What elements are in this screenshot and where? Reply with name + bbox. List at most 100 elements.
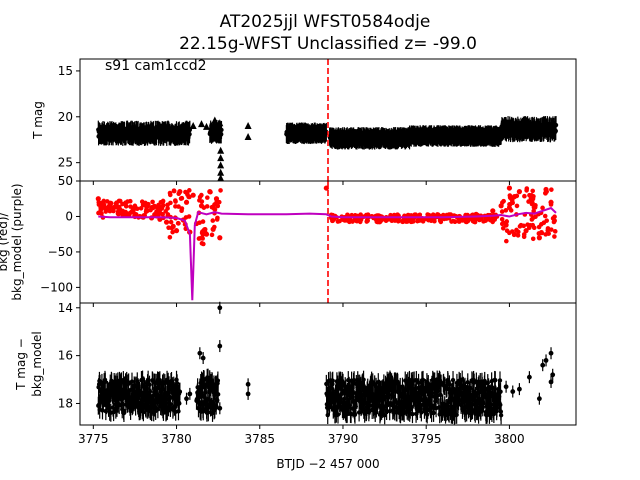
- mid-bkg-point: [176, 221, 181, 226]
- bot-point: [351, 377, 357, 383]
- mid-bkg-point: [481, 219, 486, 224]
- mid-bkg-point: [160, 212, 165, 217]
- mid-bkg-point: [540, 205, 545, 211]
- bot-data-points: [96, 301, 556, 425]
- top-triangle-point: [244, 121, 252, 129]
- mid-bkg-point: [108, 204, 114, 210]
- chart-title-line1: AT2025jjl WFST0584odje: [220, 12, 431, 32]
- mid-bkg-point: [201, 205, 207, 210]
- bot-point: [126, 380, 131, 385]
- panel-top-magnitude: s91 cam1ccd2 15 20 25 T mag: [31, 58, 577, 185]
- mid-bkg-point: [156, 202, 161, 208]
- mid-bkg-point: [552, 218, 557, 224]
- mid-bkg-point: [530, 236, 536, 242]
- bot-point: [215, 378, 221, 383]
- mid-bkg-point: [123, 200, 128, 205]
- bot-point: [141, 410, 146, 415]
- bot-point: [129, 379, 135, 384]
- mid-bkg-point: [542, 213, 548, 219]
- mid-bkg-point: [417, 212, 423, 218]
- mid-bkg-point: [528, 196, 534, 201]
- mid-bkg-point: [546, 231, 551, 236]
- mid-bkg-point: [209, 232, 215, 238]
- mid-bkg-point: [171, 188, 177, 193]
- mid-bkg-point: [413, 212, 419, 218]
- mid-bkg-point: [490, 208, 496, 214]
- bot-point: [361, 377, 366, 382]
- bot-point: [215, 398, 220, 403]
- mid-bkg-point: [167, 234, 173, 240]
- top-triangle-point: [211, 116, 219, 124]
- mid-bkg-point: [530, 200, 535, 205]
- bot-point: [348, 411, 354, 417]
- mid-bkg-point: [516, 189, 523, 195]
- top-triangle-point: [244, 132, 252, 140]
- mid-bkg-point: [541, 220, 547, 226]
- chart-title-line2: 22.15g-WFST Unclassified z= -99.0: [179, 34, 477, 54]
- top-point: [219, 127, 224, 133]
- top-point: [553, 122, 559, 128]
- mid-bkg-point: [120, 212, 125, 218]
- bot-point: [168, 402, 173, 407]
- top-ytick-label: 20: [58, 110, 73, 124]
- mid-bkg-point: [354, 218, 360, 224]
- bot-point: [410, 411, 415, 417]
- mid-bkg-point: [150, 205, 155, 211]
- mid-bkg-point: [169, 225, 175, 231]
- mid-data-points: [95, 181, 558, 303]
- mid-bkg-point: [208, 189, 213, 195]
- mid-bkg-point: [168, 219, 174, 225]
- top-annotation: s91 cam1ccd2: [105, 58, 207, 74]
- mid-bkg-point: [176, 191, 182, 197]
- mid-bkg-point: [437, 218, 443, 223]
- mid-bkg-point: [552, 234, 557, 239]
- mid-bkg-point: [104, 199, 110, 204]
- mid-bkg-point: [212, 224, 217, 230]
- bot-point: [450, 377, 456, 383]
- bot-point: [335, 412, 341, 417]
- mid-bkg-point: [364, 219, 370, 224]
- mid-bkg-point: [199, 199, 205, 204]
- mid-bkg-point: [187, 194, 192, 200]
- mid-bkg-point: [215, 203, 221, 209]
- mid-bkg-point: [183, 199, 190, 205]
- top-triangle-point: [217, 146, 225, 154]
- top-ylabel: T mag: [31, 101, 45, 140]
- bot-point: [121, 410, 127, 416]
- mid-bkg-point: [517, 224, 523, 229]
- mid-ylabel-line1: bkg (red)/: [0, 212, 10, 272]
- mid-bkg-point: [103, 209, 109, 214]
- mid-bkg-point: [432, 218, 437, 224]
- mid-bkg-point: [420, 219, 426, 224]
- mid-bkg-point: [504, 238, 509, 244]
- mid-bkg-point: [199, 241, 205, 246]
- mid-bkg-point: [199, 192, 204, 198]
- mid-bkg-point: [117, 209, 122, 215]
- mid-bkg-point: [143, 209, 149, 215]
- mid-bkg-point: [159, 206, 165, 211]
- mid-bkg-point: [430, 212, 436, 217]
- mid-bkg-point: [95, 196, 101, 202]
- mid-bkg-point: [491, 216, 497, 221]
- top-triangle-point: [202, 122, 210, 130]
- top-triangle-point: [217, 154, 225, 162]
- mid-bkg-point: [514, 203, 520, 209]
- mid-bkg-point: [508, 196, 514, 202]
- mid-bkg-point: [507, 202, 512, 207]
- top-triangle-point: [217, 168, 225, 176]
- mid-bkg-point: [531, 208, 536, 214]
- mid-bkg-point: [530, 222, 536, 228]
- mid-bkg-point: [172, 198, 178, 203]
- mid-bkg-point: [176, 204, 181, 209]
- mid-axes: 50 0 −50 −100: [40, 174, 577, 307]
- mid-bkg-point: [548, 227, 554, 232]
- mid-bkg-point: [138, 205, 144, 211]
- mid-bkg-point: [210, 218, 216, 223]
- mid-ytick-label: 50: [58, 174, 73, 188]
- mid-bkg-point: [521, 234, 527, 240]
- mid-bkg-point: [521, 223, 526, 229]
- mid-bkg-point: [452, 219, 458, 225]
- top-triangle-point: [216, 119, 224, 127]
- mid-bkg-point: [218, 188, 223, 193]
